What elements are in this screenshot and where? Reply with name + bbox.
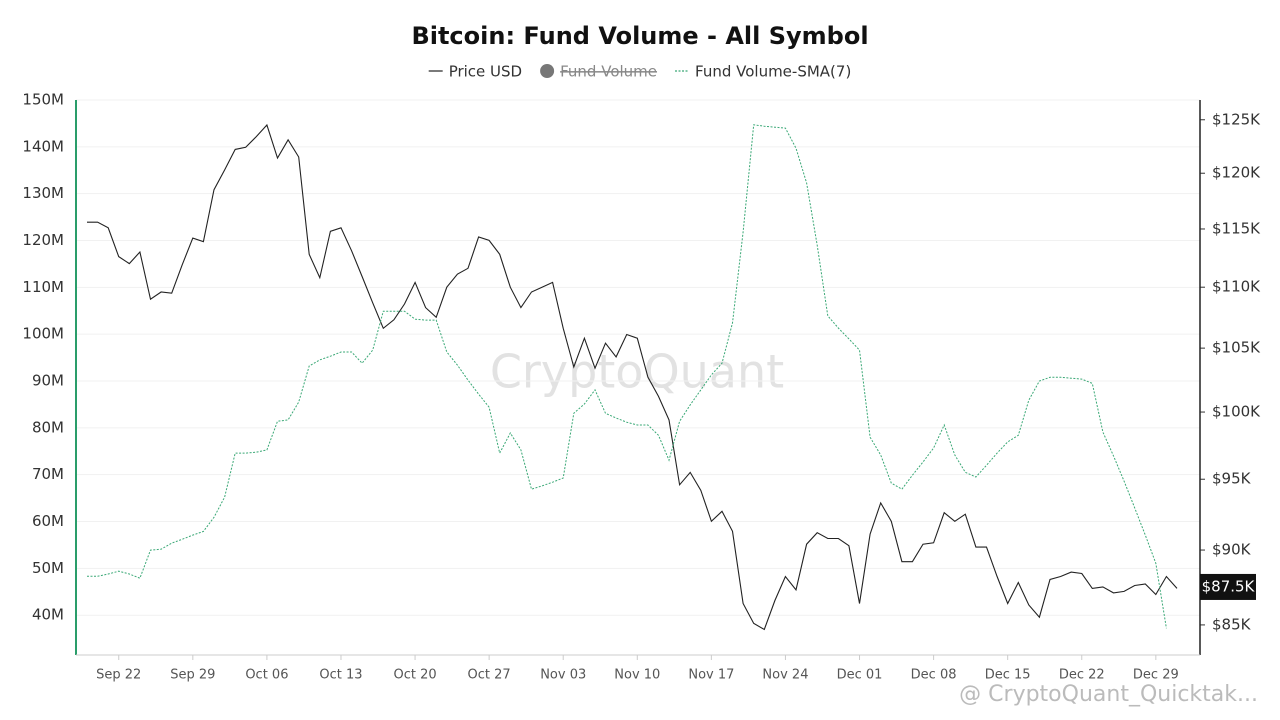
y2-tick-label: $90K [1212,541,1252,559]
y2-tick-label: $105K [1212,339,1261,357]
y-tick-label: 60M [32,512,64,530]
series-line [87,123,1178,631]
y-tick-label: 110M [22,278,64,296]
y-tick-label: 50M [32,559,64,577]
y-tick-label: 70M [32,465,64,483]
series-line [87,124,1167,629]
y2-tick-label: $85K [1212,615,1252,633]
y2-tick-label: $115K [1212,219,1261,237]
x-tick-label: Oct 06 [245,668,288,683]
price-badge [1200,573,1256,600]
y-tick-label: 90M [32,372,64,390]
x-tick-label: Oct 20 [393,668,436,683]
chart-title: Bitcoin: Fund Volume - All Symbol [411,22,868,50]
price-badge-label: $87.5K [1202,577,1256,595]
legend-label: Price USD [449,63,522,81]
y-tick-label: 100M [22,325,64,343]
y2-tick-label: $100K [1212,403,1261,421]
y-tick-label: 80M [32,418,64,436]
y-tick-label: 40M [32,606,64,624]
legend-item[interactable]: Price USD [428,63,522,81]
y-tick-label: 140M [22,137,64,155]
watermark: CryptoQuant [490,345,784,399]
x-tick-label: Nov 03 [540,668,586,683]
y-tick-label: 120M [22,231,64,249]
y2-tick-label: $110K [1212,278,1261,296]
legend-label: Fund Volume [560,63,657,81]
x-tick-label: Sep 22 [96,668,141,683]
legend-item[interactable]: Fund Volume [540,63,657,81]
y2-tick-label: $120K [1212,164,1261,182]
y2-tick-label: $125K [1212,110,1261,128]
x-tick-label: Dec 01 [837,668,883,683]
x-tick-label: Oct 13 [319,668,362,683]
x-tick-label: Nov 17 [688,668,734,683]
x-tick-label: Dec 08 [911,668,957,683]
x-tick-label: Dec 22 [1059,668,1105,683]
legend-label: Fund Volume-SMA(7) [695,63,851,81]
x-tick-label: Nov 10 [614,668,660,683]
legend-item[interactable]: Fund Volume-SMA(7) [675,63,851,81]
y-tick-label: 130M [22,184,64,202]
x-tick-label: Dec 15 [985,668,1031,683]
x-tick-label: Sep 29 [170,668,215,683]
x-tick-label: Nov 24 [762,668,808,683]
x-tick-label: Dec 29 [1133,668,1179,683]
x-tick-label: Oct 27 [468,668,511,683]
y2-tick-label: $95K [1212,470,1252,488]
footer: @ CryptoQuant_Quicktak... [959,682,1258,707]
y-tick-label: 150M [22,91,64,109]
legend-symbol [540,64,555,78]
